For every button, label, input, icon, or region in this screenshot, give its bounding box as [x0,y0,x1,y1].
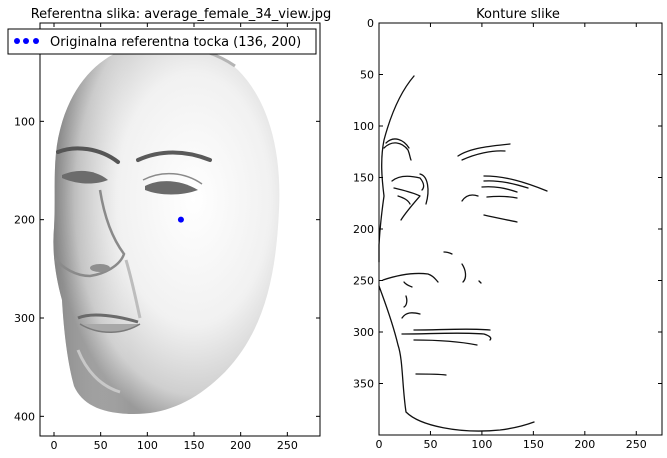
contour-eye-right-upper [483,175,548,192]
eye-right [145,181,198,195]
right-y-tick-label: 0 [367,17,374,30]
right-y-tick-label: 250 [353,275,374,288]
left-y-tick-label: 300 [14,312,35,325]
contour-eyebrow-right-a [457,143,511,157]
contour-lips-bottom [413,339,478,346]
reference-point-marker [177,216,184,223]
left-x-tick-label: 100 [137,439,158,452]
contour-eye-left [391,175,425,191]
eyebrow-left [56,146,120,164]
left-x-tick-label: 50 [94,439,108,452]
right-y-tick-label: 200 [353,223,374,236]
left-y-tick-label: 400 [14,410,35,423]
eyebrow-right [136,150,212,162]
contour-face-outline [378,75,415,263]
right-y-tick-label: 300 [353,326,374,339]
contour-eye-right-lower [481,186,518,193]
contour-nose-base [403,281,413,288]
contour-eyebrow-right-b [461,150,506,161]
legend: Originalna referentna tocka (136, 200) [7,28,317,55]
right-x-tick-label: 150 [523,438,544,451]
left-axis-ticks: 0 50 100 150 200 250 100 200 300 400 [14,23,320,452]
face-side-shadow [53,52,130,414]
left-axes-frame [39,22,321,437]
contour-face-lower [378,285,535,432]
chin [76,349,121,394]
right-axis-ticks: 0 50 100 150 200 250 0 50 100 150 200 250 300 350 [353,17,662,451]
right-x-tick-label: 50 [423,438,437,451]
contour-mouth-upper [401,312,421,319]
eye-right-lid [142,172,203,185]
right-panel-title: Konture slike [476,7,560,22]
right-x-tick-label: 100 [471,438,492,451]
left-x-tick-label: 0 [51,439,58,452]
right-axes-frame [378,22,663,436]
contour-lips-top [413,328,491,331]
right-y-tick-label: 350 [353,378,374,391]
contour-chin-line [415,373,447,376]
contour-eyebrow-left [383,142,412,161]
contour-eye-left-lower [393,187,421,221]
right-y-tick-label: 150 [353,172,374,185]
contour-cheek-left [419,173,429,205]
left-x-tick-label: 250 [277,439,298,452]
left-y-tick-label: 200 [14,214,35,227]
left-x-tick-label: 150 [184,439,205,452]
left-panel-title: Referentna slika: average_female_34_view… [31,7,332,22]
contour-eye-right-inner [461,194,479,202]
nasolabial-fold [124,259,142,319]
contour-eyebrow-left-2 [385,138,410,149]
lower-lip [79,323,141,333]
legend-marker [14,38,39,44]
upper-lip [77,313,139,324]
contour-nasolabial [403,295,408,308]
contour-lips-middle [401,332,492,341]
left-panel: Referentna slika: average_female_34_view… [7,7,332,452]
face-image [53,43,280,415]
right-panel: Konture slike [353,7,663,451]
contour-eye-right-mid [483,180,529,189]
right-y-tick-label: 50 [360,69,374,82]
right-x-tick-label: 250 [626,438,647,451]
contour-nose-dot [478,280,482,284]
contour-nostril [382,272,439,283]
contour-lines [378,75,548,432]
contour-cheek-right [486,195,518,199]
left-y-tick-label: 100 [14,115,35,128]
contour-under-eye-right [483,214,518,223]
legend-label: Originalna referentna tocka (136, 200) [50,35,301,50]
right-x-tick-label: 0 [376,438,383,451]
contour-nose-top [443,251,453,255]
nostril [90,264,110,272]
contour-eye-left-inner [397,195,411,205]
eye-left [62,170,108,184]
legend-box [7,28,317,55]
right-y-tick-label: 100 [353,120,374,133]
nose [53,189,126,278]
right-x-tick-label: 200 [574,438,595,451]
left-x-tick-label: 200 [230,439,251,452]
contour-nose-bridge [461,263,467,283]
